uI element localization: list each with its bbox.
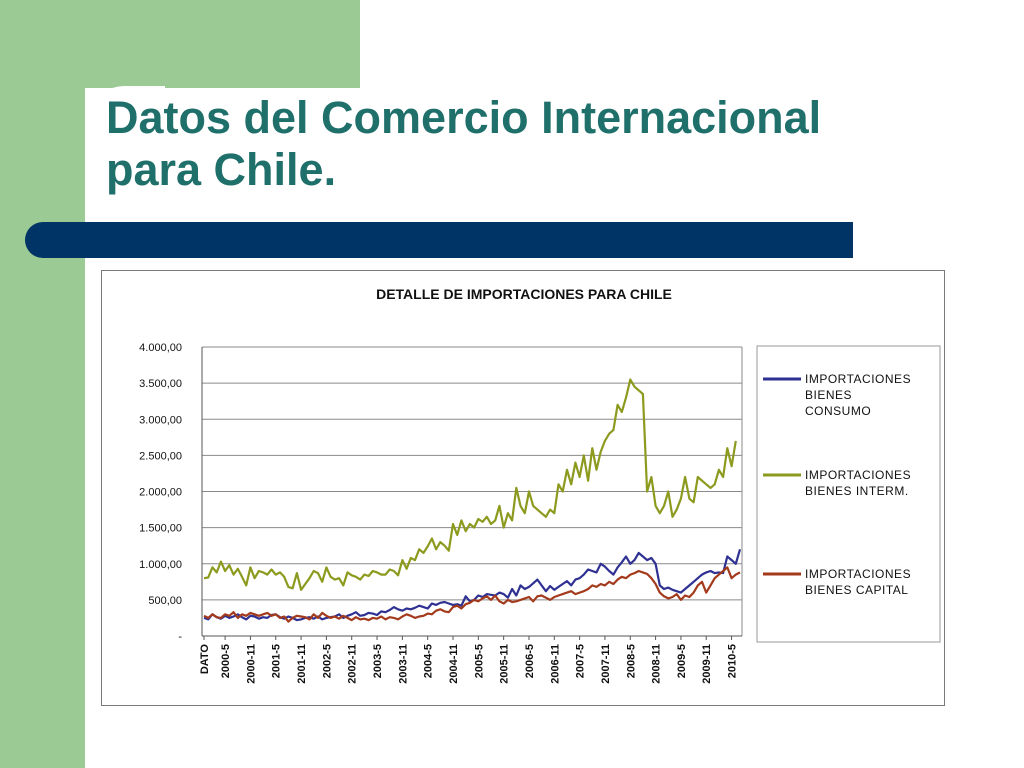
x-tick-label: 2003-5 (372, 644, 384, 678)
legend-label: IMPORTACIONES (805, 567, 911, 581)
legend-label: BIENES (805, 388, 852, 402)
x-tick-label: 2000-11 (245, 644, 257, 684)
x-tick-label: 2005-5 (473, 644, 485, 678)
y-tick-label: 4.000,00 (139, 342, 182, 354)
series-line-1 (203, 548, 742, 622)
x-tick-label: 2010-5 (727, 644, 739, 678)
slide-title-line-1: Datos del Comercio Internacional (106, 92, 822, 143)
x-tick-label: 2006-5 (524, 644, 536, 678)
y-tick-label: - (178, 631, 182, 643)
x-tick-label: 2001-5 (271, 644, 283, 678)
x-tick-label: 2007-11 (600, 644, 612, 684)
x-tick-label: 2005-11 (499, 644, 511, 684)
legend-label: IMPORTACIONES (805, 468, 911, 482)
x-axis: DATO 2000-5 2000-11 2001-5 2001-11 2002-5 2002… (199, 635, 742, 684)
y-tick-label: 1.500,00 (139, 523, 182, 535)
y-tick-label: 1.000,00 (139, 559, 182, 571)
chart-series-lines (203, 378, 742, 623)
x-tick-label: 2003-11 (397, 644, 409, 684)
x-tick-label: 2009-5 (676, 644, 688, 678)
legend-label: CONSUMO (805, 404, 871, 418)
x-tick-label: 2006-11 (549, 644, 561, 684)
slide-title-line-2: para Chile. (106, 144, 337, 195)
y-tick-label: 3.000,00 (139, 414, 182, 426)
series-line-3 (203, 566, 741, 623)
legend-label: BIENES INTERM. (805, 484, 909, 498)
x-tick-label: 2004-5 (423, 644, 435, 678)
legend-box (756, 345, 941, 643)
legend-label: IMPORTACIONES (805, 372, 911, 386)
imports-line-chart: DETALLE DE IMPORTACIONES PARA CHILE - 500… (139, 286, 941, 684)
slide-title: Datos del Comercio Internacional para Ch… (106, 92, 821, 196)
x-tick-label: 2002-11 (347, 644, 359, 684)
rounded-corner-decoration (85, 86, 165, 166)
y-tick-label: 2.500,00 (139, 450, 182, 462)
chart-title: DETALLE DE IMPORTACIONES PARA CHILE (376, 286, 672, 302)
x-tick-label: DATO (199, 644, 211, 675)
chart-frame: DETALLE DE IMPORTACIONES PARA CHILE - 500… (101, 270, 945, 706)
y-axis: - 500,00 1.000,00 1.500,00 2.000,00 2.500,00 3… (139, 342, 203, 643)
y-tick-label: 3.500,00 (139, 378, 182, 390)
x-tick-label: 2002-5 (321, 644, 333, 678)
series-line-2 (203, 378, 737, 591)
x-tick-label: 2008-11 (651, 644, 663, 684)
green-header-tab-decoration (85, 0, 360, 88)
chart-legend: IMPORTACIONES BIENES CONSUMO IMPORTACIONES B… (756, 345, 941, 643)
x-tick-label: 2001-11 (296, 644, 308, 684)
x-tick-label: 2009-11 (701, 644, 713, 684)
x-tick-label: 2007-5 (575, 644, 587, 678)
title-underline-bar (25, 222, 853, 258)
x-tick-label: 2004-11 (448, 644, 460, 684)
y-tick-label: 2.000,00 (139, 487, 182, 499)
x-tick-label: 2008-5 (625, 644, 637, 678)
chart-gridlines (202, 346, 743, 636)
y-tick-label: 500,00 (148, 595, 182, 607)
green-sidebar-decoration (0, 0, 85, 768)
x-tick-label: 2000-5 (220, 644, 232, 678)
legend-label: BIENES CAPITAL (805, 583, 908, 597)
